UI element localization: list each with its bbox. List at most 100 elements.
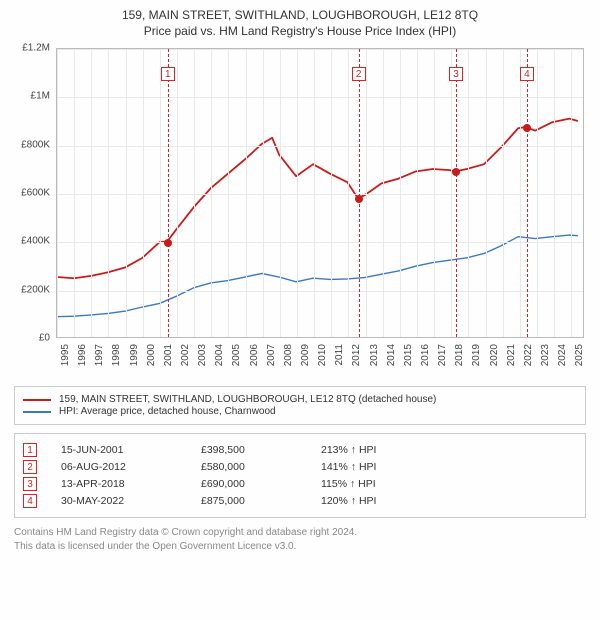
gridline-horizontal xyxy=(57,146,583,147)
x-tick-label: 2016 xyxy=(420,344,431,366)
chart-title: 159, MAIN STREET, SWITHLAND, LOUGHBOROUG… xyxy=(14,8,586,22)
x-tick-label: 1996 xyxy=(77,344,88,366)
legend-row: HPI: Average price, detached house, Char… xyxy=(23,406,577,417)
event-hpi: 213% ↑ HPI xyxy=(321,444,577,456)
gridline-vertical xyxy=(554,49,555,337)
gridline-vertical xyxy=(194,49,195,337)
y-tick-label: £200K xyxy=(21,284,50,295)
gridline-horizontal xyxy=(57,194,583,195)
event-date: 06-AUG-2012 xyxy=(61,461,201,473)
gridline-vertical xyxy=(126,49,127,337)
x-tick-label: 2011 xyxy=(334,344,345,366)
x-tick-label: 2004 xyxy=(214,344,225,366)
event-vline xyxy=(527,49,528,337)
legend: 159, MAIN STREET, SWITHLAND, LOUGHBOROUG… xyxy=(14,386,586,425)
gridline-vertical xyxy=(108,49,109,337)
gridline-vertical xyxy=(314,49,315,337)
event-marker: 1 xyxy=(161,67,175,81)
gridline-vertical xyxy=(143,49,144,337)
event-dot xyxy=(452,168,460,176)
y-tick-label: £800K xyxy=(21,139,50,150)
legend-label: 159, MAIN STREET, SWITHLAND, LOUGHBOROUG… xyxy=(59,394,436,405)
gridline-vertical xyxy=(451,49,452,337)
event-hpi: 115% ↑ HPI xyxy=(321,478,577,490)
gridline-horizontal xyxy=(57,97,583,98)
legend-row: 159, MAIN STREET, SWITHLAND, LOUGHBOROUG… xyxy=(23,394,577,405)
series-property xyxy=(57,119,578,279)
event-vline xyxy=(359,49,360,337)
gridline-vertical xyxy=(91,49,92,337)
x-tick-label: 2006 xyxy=(249,344,260,366)
event-marker: 4 xyxy=(520,67,534,81)
x-tick-label: 2015 xyxy=(403,344,414,366)
x-tick-label: 2001 xyxy=(163,344,174,366)
gridline-vertical xyxy=(503,49,504,337)
event-dot xyxy=(355,195,363,203)
event-vline xyxy=(456,49,457,337)
gridline-horizontal xyxy=(57,242,583,243)
x-tick-label: 2014 xyxy=(386,344,397,366)
gridline-vertical xyxy=(400,49,401,337)
footer-line-1: Contains HM Land Registry data © Crown c… xyxy=(14,526,586,540)
y-tick-label: £400K xyxy=(21,236,50,247)
x-tick-label: 2000 xyxy=(146,344,157,366)
event-number: 2 xyxy=(23,460,37,474)
gridline-vertical xyxy=(263,49,264,337)
x-tick-label: 2003 xyxy=(197,344,208,366)
x-tick-label: 1999 xyxy=(129,344,140,366)
y-tick-label: £1.2M xyxy=(22,43,50,54)
event-hpi: 141% ↑ HPI xyxy=(321,461,577,473)
gridline-vertical xyxy=(571,49,572,337)
gridline-vertical xyxy=(520,49,521,337)
x-tick-label: 2019 xyxy=(471,344,482,366)
event-number: 4 xyxy=(23,494,37,508)
gridline-vertical xyxy=(160,49,161,337)
gridline-vertical xyxy=(297,49,298,337)
gridline-vertical xyxy=(280,49,281,337)
gridline-vertical xyxy=(383,49,384,337)
event-price: £875,000 xyxy=(201,495,321,507)
x-tick-label: 2024 xyxy=(557,344,568,366)
gridline-vertical xyxy=(468,49,469,337)
y-axis: £0£200K£400K£600K£800K£1M£1.2M xyxy=(14,48,54,338)
event-price: £690,000 xyxy=(201,478,321,490)
series-hpi xyxy=(57,235,578,317)
event-date: 30-MAY-2022 xyxy=(61,495,201,507)
event-vline xyxy=(168,49,169,337)
x-tick-label: 2023 xyxy=(540,344,551,366)
x-tick-label: 2021 xyxy=(506,344,517,366)
x-tick-label: 2005 xyxy=(231,344,242,366)
chart-lines xyxy=(57,49,583,337)
gridline-vertical xyxy=(57,49,58,337)
gridline-vertical xyxy=(537,49,538,337)
chart-subtitle: Price paid vs. HM Land Registry's House … xyxy=(14,24,586,38)
events-table-row: 430-MAY-2022£875,000120% ↑ HPI xyxy=(23,494,577,508)
x-tick-label: 2002 xyxy=(180,344,191,366)
y-tick-label: £0 xyxy=(39,333,50,344)
gridline-vertical xyxy=(177,49,178,337)
legend-label: HPI: Average price, detached house, Char… xyxy=(59,406,276,417)
gridline-vertical xyxy=(417,49,418,337)
x-tick-label: 2017 xyxy=(437,344,448,366)
gridline-vertical xyxy=(74,49,75,337)
x-axis: 1995199619971998199920002001200220032004… xyxy=(56,340,584,380)
y-tick-label: £1M xyxy=(31,91,50,102)
x-tick-label: 1995 xyxy=(60,344,71,366)
event-marker: 3 xyxy=(449,67,463,81)
gridline-vertical xyxy=(228,49,229,337)
event-marker: 2 xyxy=(352,67,366,81)
x-tick-label: 2009 xyxy=(300,344,311,366)
event-date: 13-APR-2018 xyxy=(61,478,201,490)
footer: Contains HM Land Registry data © Crown c… xyxy=(14,526,586,554)
event-price: £580,000 xyxy=(201,461,321,473)
gridline-vertical xyxy=(331,49,332,337)
x-tick-label: 2013 xyxy=(369,344,380,366)
gridline-horizontal xyxy=(57,291,583,292)
events-table-row: 3 13-APR-2018£690,000115% ↑ HPI xyxy=(23,477,577,491)
gridline-vertical xyxy=(348,49,349,337)
footer-line-2: This data is licensed under the Open Gov… xyxy=(14,540,586,554)
y-tick-label: £600K xyxy=(21,188,50,199)
gridline-vertical xyxy=(486,49,487,337)
event-number: 3 xyxy=(23,477,37,491)
gridline-vertical xyxy=(246,49,247,337)
